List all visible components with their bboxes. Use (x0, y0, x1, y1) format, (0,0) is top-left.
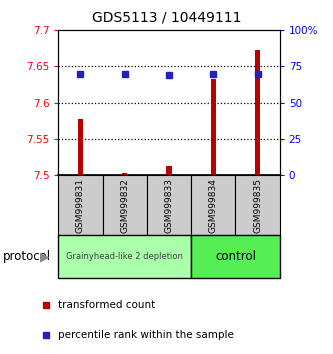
Text: GDS5113 / 10449111: GDS5113 / 10449111 (92, 11, 241, 25)
Bar (255, 50, 260, 175)
Bar (147, 175, 191, 235)
Bar (58, 175, 103, 235)
Bar (58, 235, 191, 278)
Bar (191, 235, 280, 278)
Bar (122, 173, 127, 175)
Text: GSM999834: GSM999834 (209, 178, 218, 233)
Bar (103, 175, 147, 235)
Bar (235, 175, 280, 235)
Text: Grainyhead-like 2 depletion: Grainyhead-like 2 depletion (66, 252, 183, 261)
Text: GSM999833: GSM999833 (165, 178, 173, 233)
Bar (78, 119, 83, 175)
Text: GSM999835: GSM999835 (253, 178, 262, 233)
Bar (166, 166, 171, 175)
Bar (211, 79, 216, 175)
Text: ▶: ▶ (40, 250, 50, 263)
Text: GSM999831: GSM999831 (76, 178, 85, 233)
Text: control: control (215, 250, 256, 263)
Bar (191, 175, 235, 235)
Text: protocol: protocol (3, 250, 52, 263)
Text: GSM999832: GSM999832 (120, 178, 129, 233)
Text: transformed count: transformed count (58, 299, 156, 309)
Text: percentile rank within the sample: percentile rank within the sample (58, 330, 234, 340)
